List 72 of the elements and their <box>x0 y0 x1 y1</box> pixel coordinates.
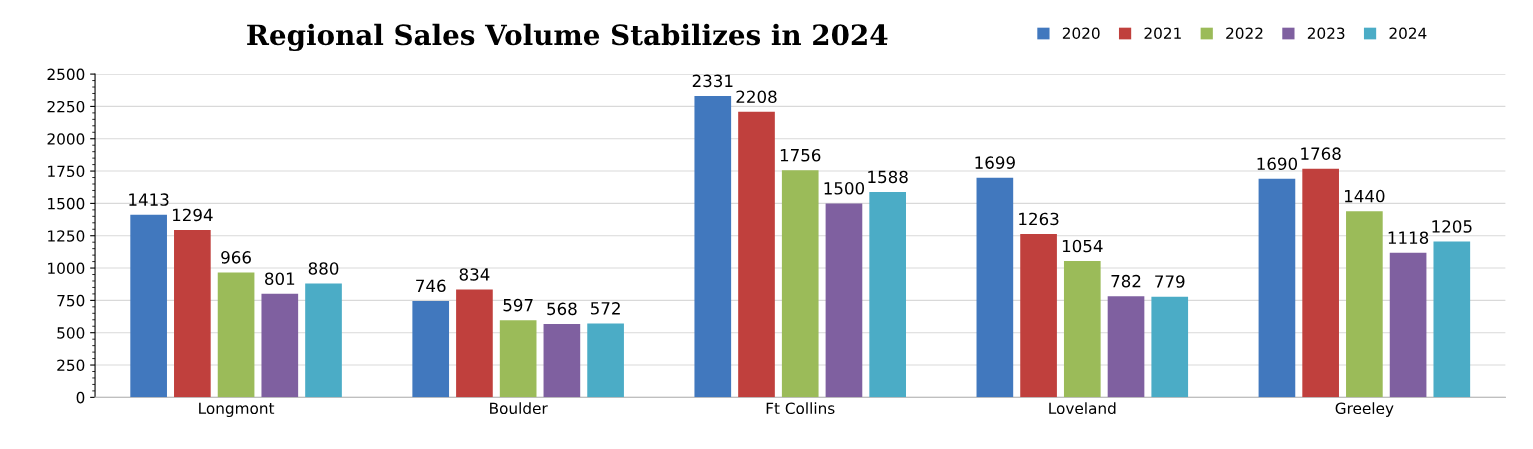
bar <box>825 203 863 398</box>
y-tick-label: 1250 <box>48 230 85 242</box>
y-tick-label: 0 <box>76 391 85 404</box>
data-label: 1440 <box>1344 189 1385 203</box>
bar <box>174 230 211 398</box>
legend-label: 2023 <box>1307 27 1345 40</box>
bar <box>1107 296 1145 398</box>
bar <box>305 283 342 398</box>
x-tick-label: Ft Collins <box>766 402 835 415</box>
data-label: 834 <box>459 268 490 281</box>
bar <box>499 320 537 398</box>
bar <box>976 177 1014 398</box>
legend-label: 2022 <box>1226 27 1263 40</box>
y-tick-label: 2250 <box>47 100 85 113</box>
y-tick-label: 1500 <box>48 197 85 210</box>
bar <box>456 289 493 398</box>
legend-label: 2021 <box>1144 27 1181 40</box>
bar <box>1020 234 1057 398</box>
bar <box>1258 178 1296 398</box>
bar <box>130 214 167 398</box>
data-label: 2331 <box>692 74 733 88</box>
x-tick-label: Boulder <box>490 402 548 415</box>
bar <box>543 323 581 398</box>
data-label: 1690 <box>1257 157 1298 171</box>
x-tick-label: Loveland <box>1049 402 1116 415</box>
chart-title: Regional Sales Volume Stabilizes in 2024 <box>247 23 888 52</box>
bar <box>1151 296 1189 398</box>
bar <box>1346 211 1383 398</box>
bar <box>869 192 906 398</box>
data-label: 779 <box>1155 275 1185 288</box>
legend-label: 2020 <box>1062 27 1100 40</box>
data-label: 1756 <box>780 148 821 162</box>
data-label: 1413 <box>129 193 169 206</box>
y-tick-label: 250 <box>57 359 85 372</box>
x-tick-label: Longmont <box>199 402 275 418</box>
data-label: 1588 <box>868 170 908 184</box>
bar <box>1302 168 1339 398</box>
bar <box>1433 241 1471 398</box>
bar <box>694 95 732 398</box>
bar <box>412 300 450 398</box>
bar <box>1063 261 1101 398</box>
data-label: 2208 <box>736 90 777 104</box>
y-tick-label: 1000 <box>48 262 85 275</box>
data-label: 1118 <box>1388 231 1429 245</box>
bar <box>261 293 299 398</box>
data-label: 880 <box>308 262 339 275</box>
y-tick-label: 2000 <box>47 133 85 145</box>
bar <box>217 272 255 398</box>
y-tick-label: 2500 <box>47 68 85 81</box>
data-label: 1054 <box>1062 239 1103 253</box>
bar <box>1389 252 1427 398</box>
data-label: 1263 <box>1019 212 1059 226</box>
data-label: 1205 <box>1432 220 1472 233</box>
data-label: 597 <box>503 298 533 312</box>
data-label: 746 <box>416 279 446 293</box>
data-label: 568 <box>547 302 577 316</box>
data-label: 1768 <box>1301 147 1341 160</box>
y-tick-label: 750 <box>57 294 85 307</box>
data-label: 1500 <box>824 182 865 195</box>
data-label: 782 <box>1111 274 1141 288</box>
y-tick-label: 500 <box>57 327 85 339</box>
bar <box>781 170 819 398</box>
data-label: 1294 <box>172 208 213 222</box>
legend-label: 2024 <box>1389 27 1427 40</box>
bar <box>587 323 624 398</box>
y-tick-label: 1750 <box>48 165 85 178</box>
data-label: 966 <box>221 251 251 264</box>
bar <box>738 111 775 398</box>
x-tick-label: Greeley <box>1335 402 1394 418</box>
data-label: 1699 <box>975 156 1015 169</box>
data-label: 572 <box>590 302 620 315</box>
data-label: 801 <box>265 272 295 285</box>
